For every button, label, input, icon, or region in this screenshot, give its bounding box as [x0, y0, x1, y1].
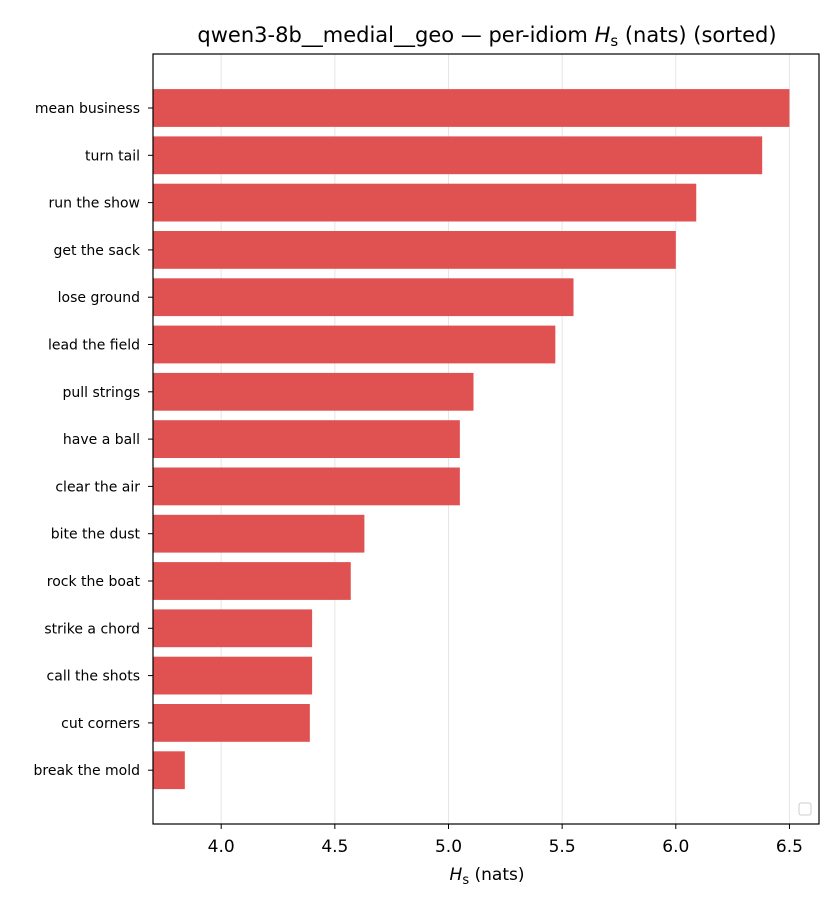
x-tick-label: 5.0 [435, 837, 462, 857]
bar [153, 751, 185, 790]
y-tick-label: lead the field [48, 338, 140, 354]
bar [153, 562, 351, 600]
y-tick-label: cut corners [61, 716, 140, 732]
x-tick-label: 6.5 [776, 837, 803, 857]
bar [153, 89, 790, 127]
bar [153, 372, 474, 411]
y-tick-label: strike a chord [44, 621, 140, 637]
plot-frame [152, 53, 820, 825]
y-tick-label: turn tail [85, 148, 140, 164]
x-tick-label: 5.5 [549, 837, 576, 857]
bar [153, 704, 310, 742]
y-axis: mean business turn tail run the show get th… [34, 101, 153, 779]
y-tick-label: clear the air [55, 479, 140, 495]
x-tick-label: 4.0 [208, 837, 235, 857]
y-tick-label: lose ground [58, 290, 140, 306]
x-axis: 4.0 4.5 5.0 5.5 6.0 6.5 [208, 824, 803, 857]
bar [153, 514, 365, 553]
bar [153, 183, 697, 222]
x-tick-label: 4.5 [321, 837, 348, 857]
chart-title: qwen3-8b__medial__geo — per-idiom Hs (na… [197, 23, 776, 50]
y-tick-label: break the mold [34, 763, 141, 779]
y-tick-label: pull strings [63, 385, 140, 401]
bars [153, 89, 790, 790]
legend-box [798, 802, 812, 816]
y-tick-label: rock the boat [47, 574, 141, 590]
bar [153, 609, 313, 648]
x-tick-label: 6.0 [662, 837, 689, 857]
bar [153, 325, 556, 364]
y-tick-label: get the sack [53, 243, 140, 259]
y-tick-label: run the show [48, 196, 140, 212]
bar [153, 420, 460, 458]
bar [153, 467, 460, 506]
bar [153, 231, 676, 269]
y-tick-label: mean business [35, 101, 140, 117]
bar [153, 278, 574, 317]
y-tick-label: bite the dust [51, 527, 141, 543]
bar [153, 136, 763, 175]
bar [153, 656, 313, 695]
y-tick-label: call the shots [47, 669, 140, 685]
y-tick-label: have a ball [63, 432, 140, 448]
x-axis-label: Hs (nats) [450, 865, 525, 888]
